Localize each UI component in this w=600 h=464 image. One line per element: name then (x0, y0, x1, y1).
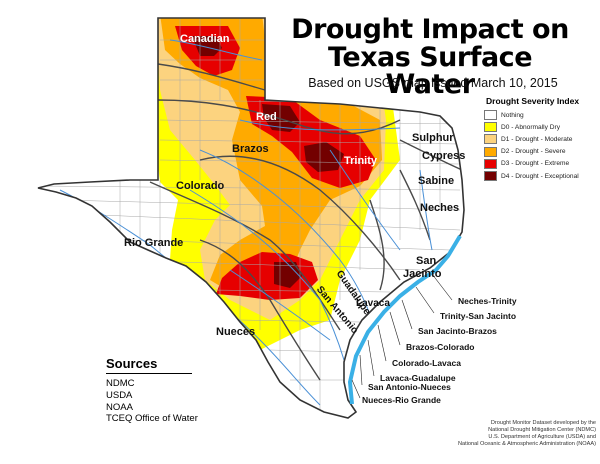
basin-label-colorado: Colorado (176, 180, 225, 192)
map-title-line1: Drought Impact on (291, 14, 569, 45)
map-subtitle: Based on USGS map issued March 10, 2015 (308, 76, 558, 90)
sources-block: Sources NDMC USDA NOAA TCEQ Office of Wa… (106, 356, 226, 425)
basin-label-red: Red (256, 111, 277, 123)
basin-label-neches: Neches (420, 202, 459, 214)
source-item: TCEQ Office of Water (106, 413, 198, 425)
basin-label-rio-grande: Rio Grande (124, 237, 183, 249)
basin-boundaries (149, 63, 463, 381)
legend-item: Nothing (484, 109, 596, 121)
basin-label-nueces: Nueces (216, 326, 255, 338)
legend-label: D3 - Drought - Extreme (501, 160, 570, 168)
source-item: NOAA (106, 401, 133, 413)
legend-label: D0 - Abnormally Dry (501, 123, 560, 131)
sources-title: Sources (106, 356, 158, 371)
credit-line: U.S. Department of Agriculture (USDA) an… (488, 434, 596, 440)
legend-item: D4 - Drought - Exceptional (484, 170, 596, 182)
legend-title: Drought Severity Index (486, 96, 580, 106)
coastal-basin-label: Neches-Trinity (458, 296, 517, 306)
coastal-callout-lines (351, 273, 453, 399)
legend-item: D3 - Drought - Extreme (484, 158, 596, 170)
legend-swatch (484, 146, 497, 157)
legend-label: D2 - Drought - Severe (501, 148, 566, 156)
basin-label-sabine: Sabine (418, 175, 454, 187)
basin-label-cypress: Cypress (422, 150, 465, 162)
legend-swatch (484, 171, 497, 182)
basin-label-canadian: Canadian (180, 33, 230, 45)
credit-line: National Oceanic & Atmospheric Administr… (457, 441, 596, 447)
dataset-credits: Drought Monitor Dataset developed by the… (428, 420, 596, 448)
basin-label-san-jacinto-line2: Jacinto (403, 268, 442, 280)
legend-swatch (484, 134, 497, 145)
coastal-basin-label: Lavaca-Guadalupe (380, 373, 456, 383)
texas-outline (37, 17, 465, 419)
credit-line: National Drought Mitigation Center (NDMC… (488, 427, 596, 433)
county-lines (39, 18, 461, 410)
basin-label-sulphur: Sulphur (412, 132, 454, 144)
legend-swatch (484, 158, 497, 169)
basin-label-san-jacinto-line1: San (416, 255, 436, 267)
legend-label: D4 - Drought - Exceptional (501, 172, 579, 180)
gulf-coast-bays (347, 234, 462, 405)
legend-label: D1 - Drought - Moderate (501, 135, 573, 143)
coastal-basin-label: Trinity-San Jacinto (440, 311, 516, 321)
source-item: USDA (106, 389, 133, 401)
coastal-basin-label: Brazos-Colorado (406, 342, 474, 352)
coastal-basin-label: Colorado-Lavaca (392, 358, 461, 368)
basin-label-trinity: Trinity (344, 155, 378, 167)
credit-line: Drought Monitor Dataset developed by the (490, 420, 596, 426)
legend-swatch (484, 122, 497, 133)
legend-item: D1 - Drought - Moderate (484, 133, 596, 145)
coastal-basin-label: San Antonio-Nueces (368, 382, 451, 392)
coastal-basin-label: San Jacinto-Brazos (418, 326, 497, 336)
legend-label: Nothing (501, 111, 524, 119)
coastal-basin-label: Nueces-Rio Grande (362, 395, 441, 405)
basin-label-brazos: Brazos (232, 143, 269, 155)
source-item: NDMC (106, 378, 135, 390)
legend-item: D0 - Abnormally Dry (484, 121, 596, 133)
legend-swatch (484, 110, 497, 121)
legend: Drought Severity Index Nothing D0 - Abnor… (484, 96, 596, 182)
sources-divider (106, 373, 192, 375)
basin-label-lavaca: Lavaca (356, 298, 390, 309)
map-title-line2: Texas Surface Water (327, 42, 533, 100)
legend-item: D2 - Drought - Severe (484, 146, 596, 158)
